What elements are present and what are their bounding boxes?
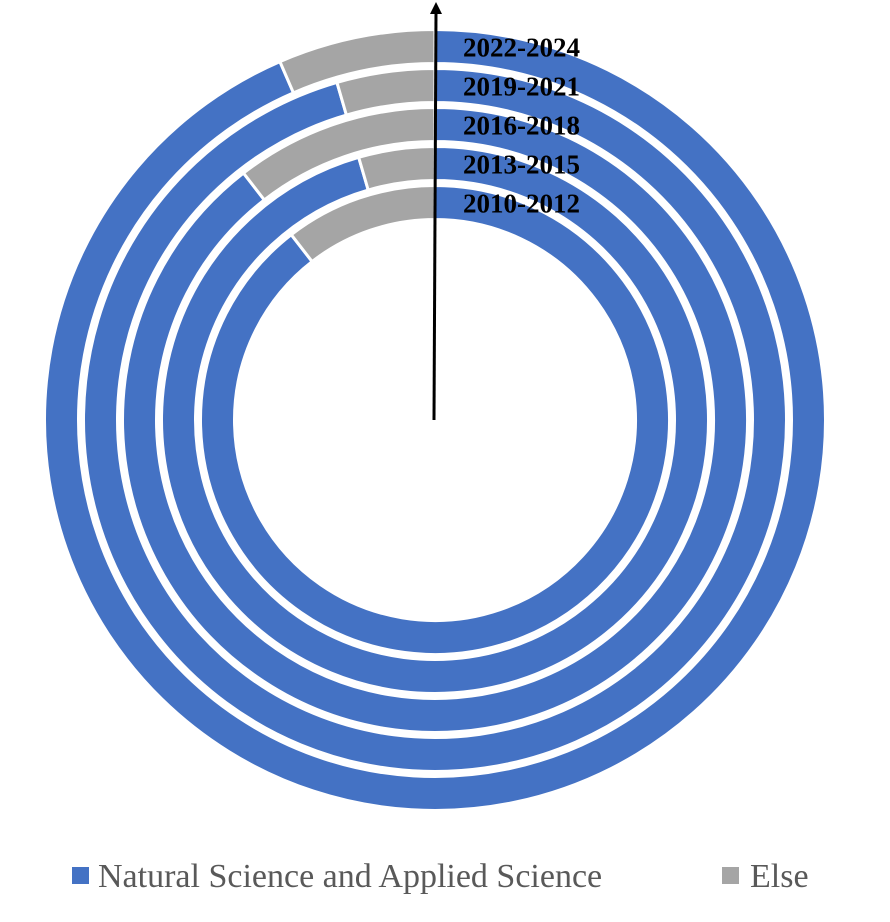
ring-segment-2022-2024-natural-science	[43, 27, 827, 812]
ring-segment-2013-2015-natural-science	[160, 144, 710, 695]
ring-label-2022-2024: 2022-2024	[463, 33, 580, 63]
ring-label-2016-2018: 2016-2018	[463, 111, 580, 141]
legend-swatch-natural-science	[72, 867, 89, 884]
ring-segment-2016-2018-natural-science	[121, 105, 749, 734]
ring-label-2019-2021: 2019-2021	[463, 72, 580, 102]
ring-labels: 2010-2012 2013-2015 2016-2018 2019-2021 2022…	[463, 33, 580, 219]
time-arrow-line	[432, 11, 438, 421]
legend-label-else: Else	[750, 858, 809, 895]
ring-segment-2013-2015-else	[356, 144, 437, 192]
ring-segment-2019-2021-natural-science	[82, 66, 788, 773]
ring-label-2010-2012: 2010-2012	[463, 189, 580, 219]
time-arrow	[430, 2, 442, 421]
ring-label-2013-2015: 2013-2015	[463, 150, 580, 180]
time-arrow-head	[430, 2, 442, 14]
legend: Natural Science and Applied Science Else	[72, 858, 809, 895]
legend-swatch-else	[722, 867, 739, 884]
legend-label-natural-science: Natural Science and Applied Science	[98, 858, 602, 895]
ring-segment-2010-2012-natural-science	[199, 183, 671, 656]
